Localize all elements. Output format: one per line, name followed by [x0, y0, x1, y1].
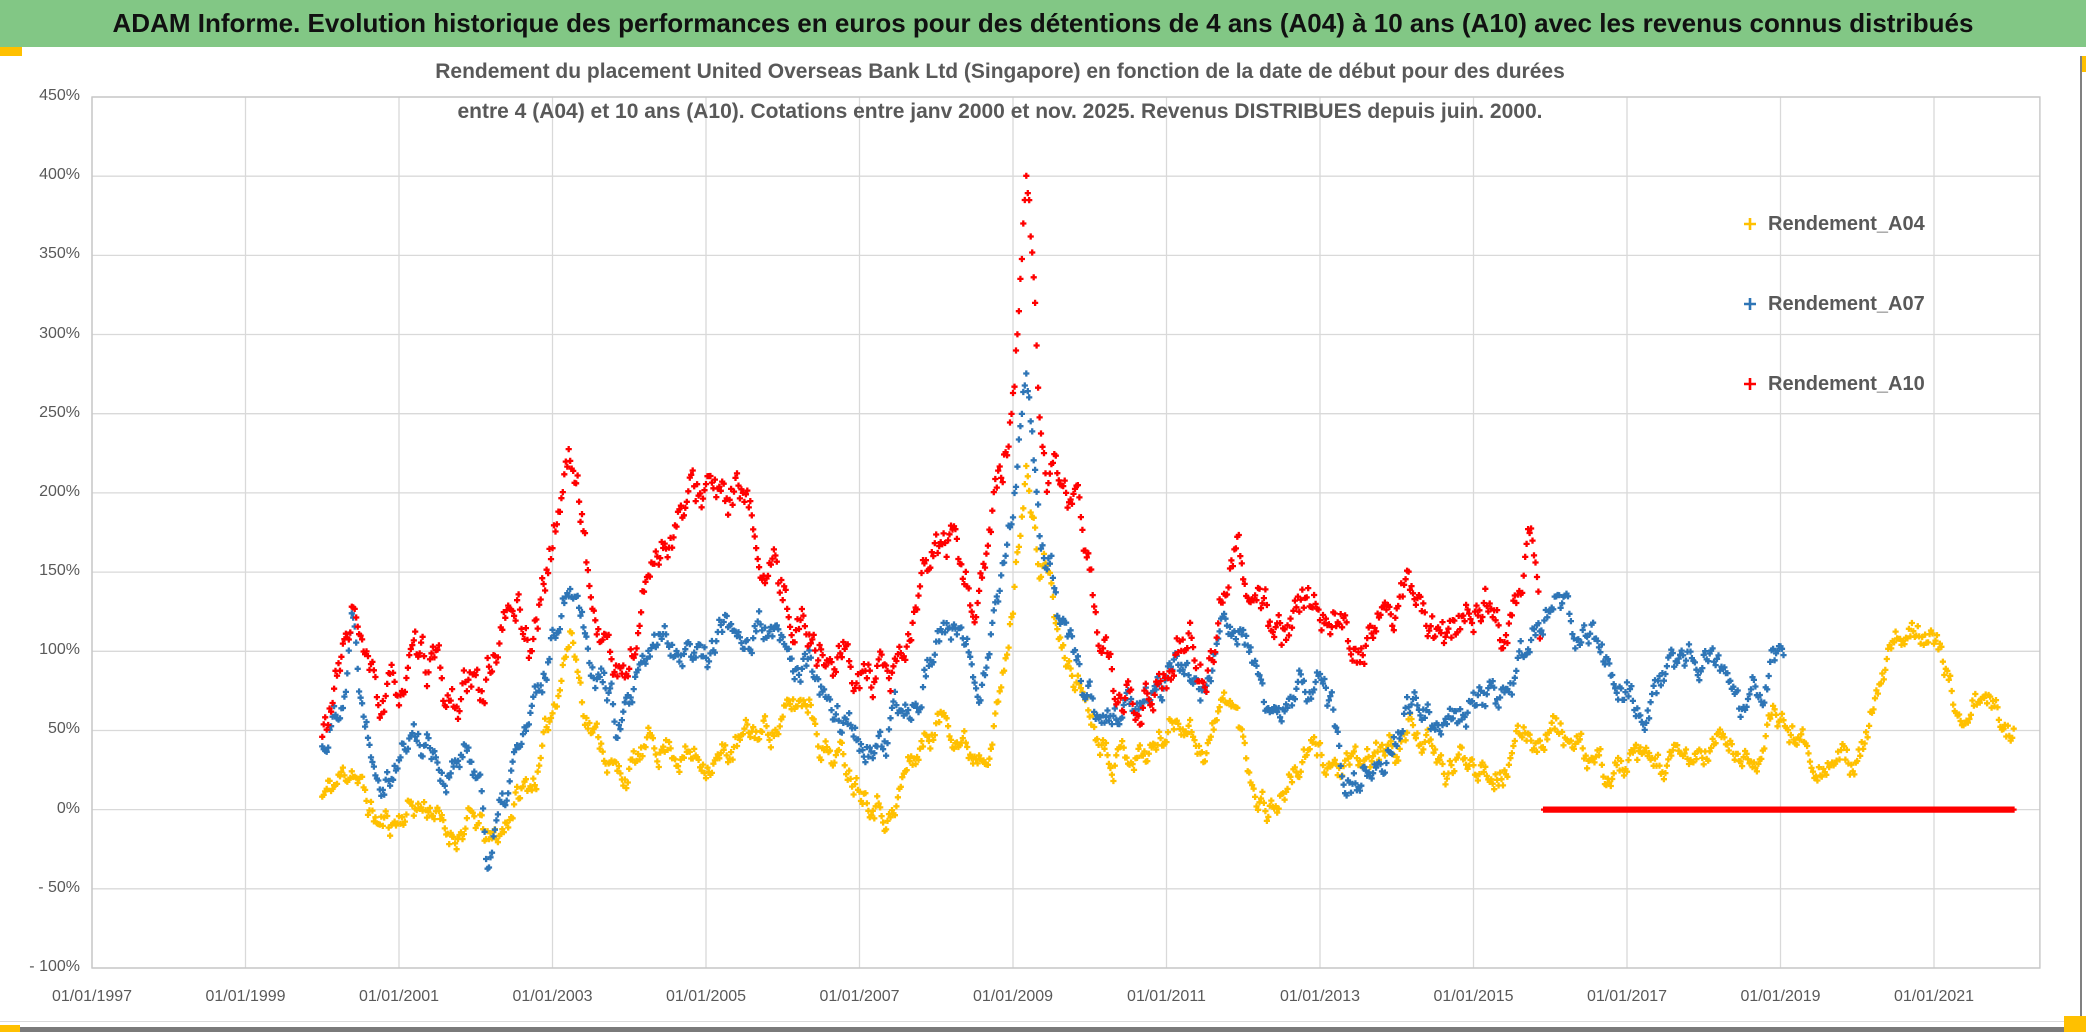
plus-marker-icon: [1744, 298, 1756, 310]
series-Rendement_A10[interactable]: [319, 172, 2017, 813]
legend: Rendement_A04 Rendement_A07 Rendement_A1…: [1742, 210, 1925, 450]
legend-label: Rendement_A10: [1768, 372, 1925, 395]
x-axis-tick-label: 01/01/2009: [972, 988, 1054, 1005]
y-axis-tick-label: 0%: [56, 799, 80, 817]
x-axis-tick-label: 01/01/2003: [512, 988, 593, 1005]
legend-item-rendement-a07[interactable]: Rendement_A07: [1742, 290, 1925, 318]
legend-label: Rendement_A04: [1768, 212, 1925, 235]
y-axis-tick-label: - 50%: [38, 878, 80, 896]
y-axis-tick-label: 400%: [39, 166, 80, 184]
plus-marker-icon: [1744, 218, 1756, 230]
x-axis-tick-label: 01/01/2007: [819, 988, 900, 1005]
x-axis-tick-label: 01/01/1997: [51, 988, 133, 1005]
legend-item-rendement-a04[interactable]: Rendement_A04: [1742, 210, 1925, 238]
x-axis-tick-label: 01/01/2015: [1433, 988, 1514, 1005]
x-axis-tick-label: 01/01/2017: [1586, 988, 1668, 1005]
legend-item-rendement-a10[interactable]: Rendement_A10: [1742, 370, 1925, 398]
series-Rendement_A07[interactable]: [319, 370, 1787, 872]
bottom-scrollbar-band[interactable]: [0, 1027, 2086, 1032]
y-axis-tick-label: 100%: [39, 641, 80, 659]
y-axis-tick-label: 350%: [39, 245, 80, 263]
banner-title: ADAM Informe. Evolution historique des p…: [0, 0, 2086, 47]
y-axis-tick-label: 50%: [47, 720, 80, 738]
chart-object-border: [2080, 56, 2082, 1022]
y-axis-tick-label: 200%: [39, 482, 80, 500]
gold-accent-bottom-left: [0, 1025, 20, 1032]
chart-object-border-bottom: [0, 1021, 2086, 1022]
y-axis-tick-label: 450%: [39, 87, 80, 104]
x-axis-tick-label: 01/01/1999: [205, 988, 286, 1005]
gold-accent-bottom-right: [2064, 1016, 2086, 1032]
x-axis-tick-label: 01/01/2005: [665, 988, 747, 1005]
chart-title-line1: Rendement du placement United Overseas B…: [435, 60, 1565, 83]
legend-label: Rendement_A07: [1768, 292, 1925, 315]
y-axis-tick-label: - 100%: [29, 958, 80, 975]
gold-accent-top-right: [2080, 56, 2086, 72]
y-axis-tick-label: 300%: [39, 324, 80, 342]
gold-accent-top-left: [0, 47, 22, 56]
y-axis-tick-label: 150%: [39, 562, 80, 580]
x-axis-tick-label: 01/01/2011: [1127, 988, 1206, 1005]
chart-title-line2: entre 4 (A04) et 10 ans (A10). Cotations…: [457, 100, 1543, 123]
plus-marker-icon: [1744, 378, 1756, 390]
x-axis-tick-label: 01/01/2019: [1740, 988, 1821, 1005]
x-axis-tick-label: 01/01/2021: [1893, 988, 1975, 1005]
x-axis-tick-label: 01/01/2013: [1279, 988, 1361, 1005]
series-Rendement_A04[interactable]: [319, 462, 2017, 853]
y-axis-tick-label: 250%: [39, 403, 80, 421]
x-axis-tick-label: 01/01/2001: [358, 988, 440, 1005]
